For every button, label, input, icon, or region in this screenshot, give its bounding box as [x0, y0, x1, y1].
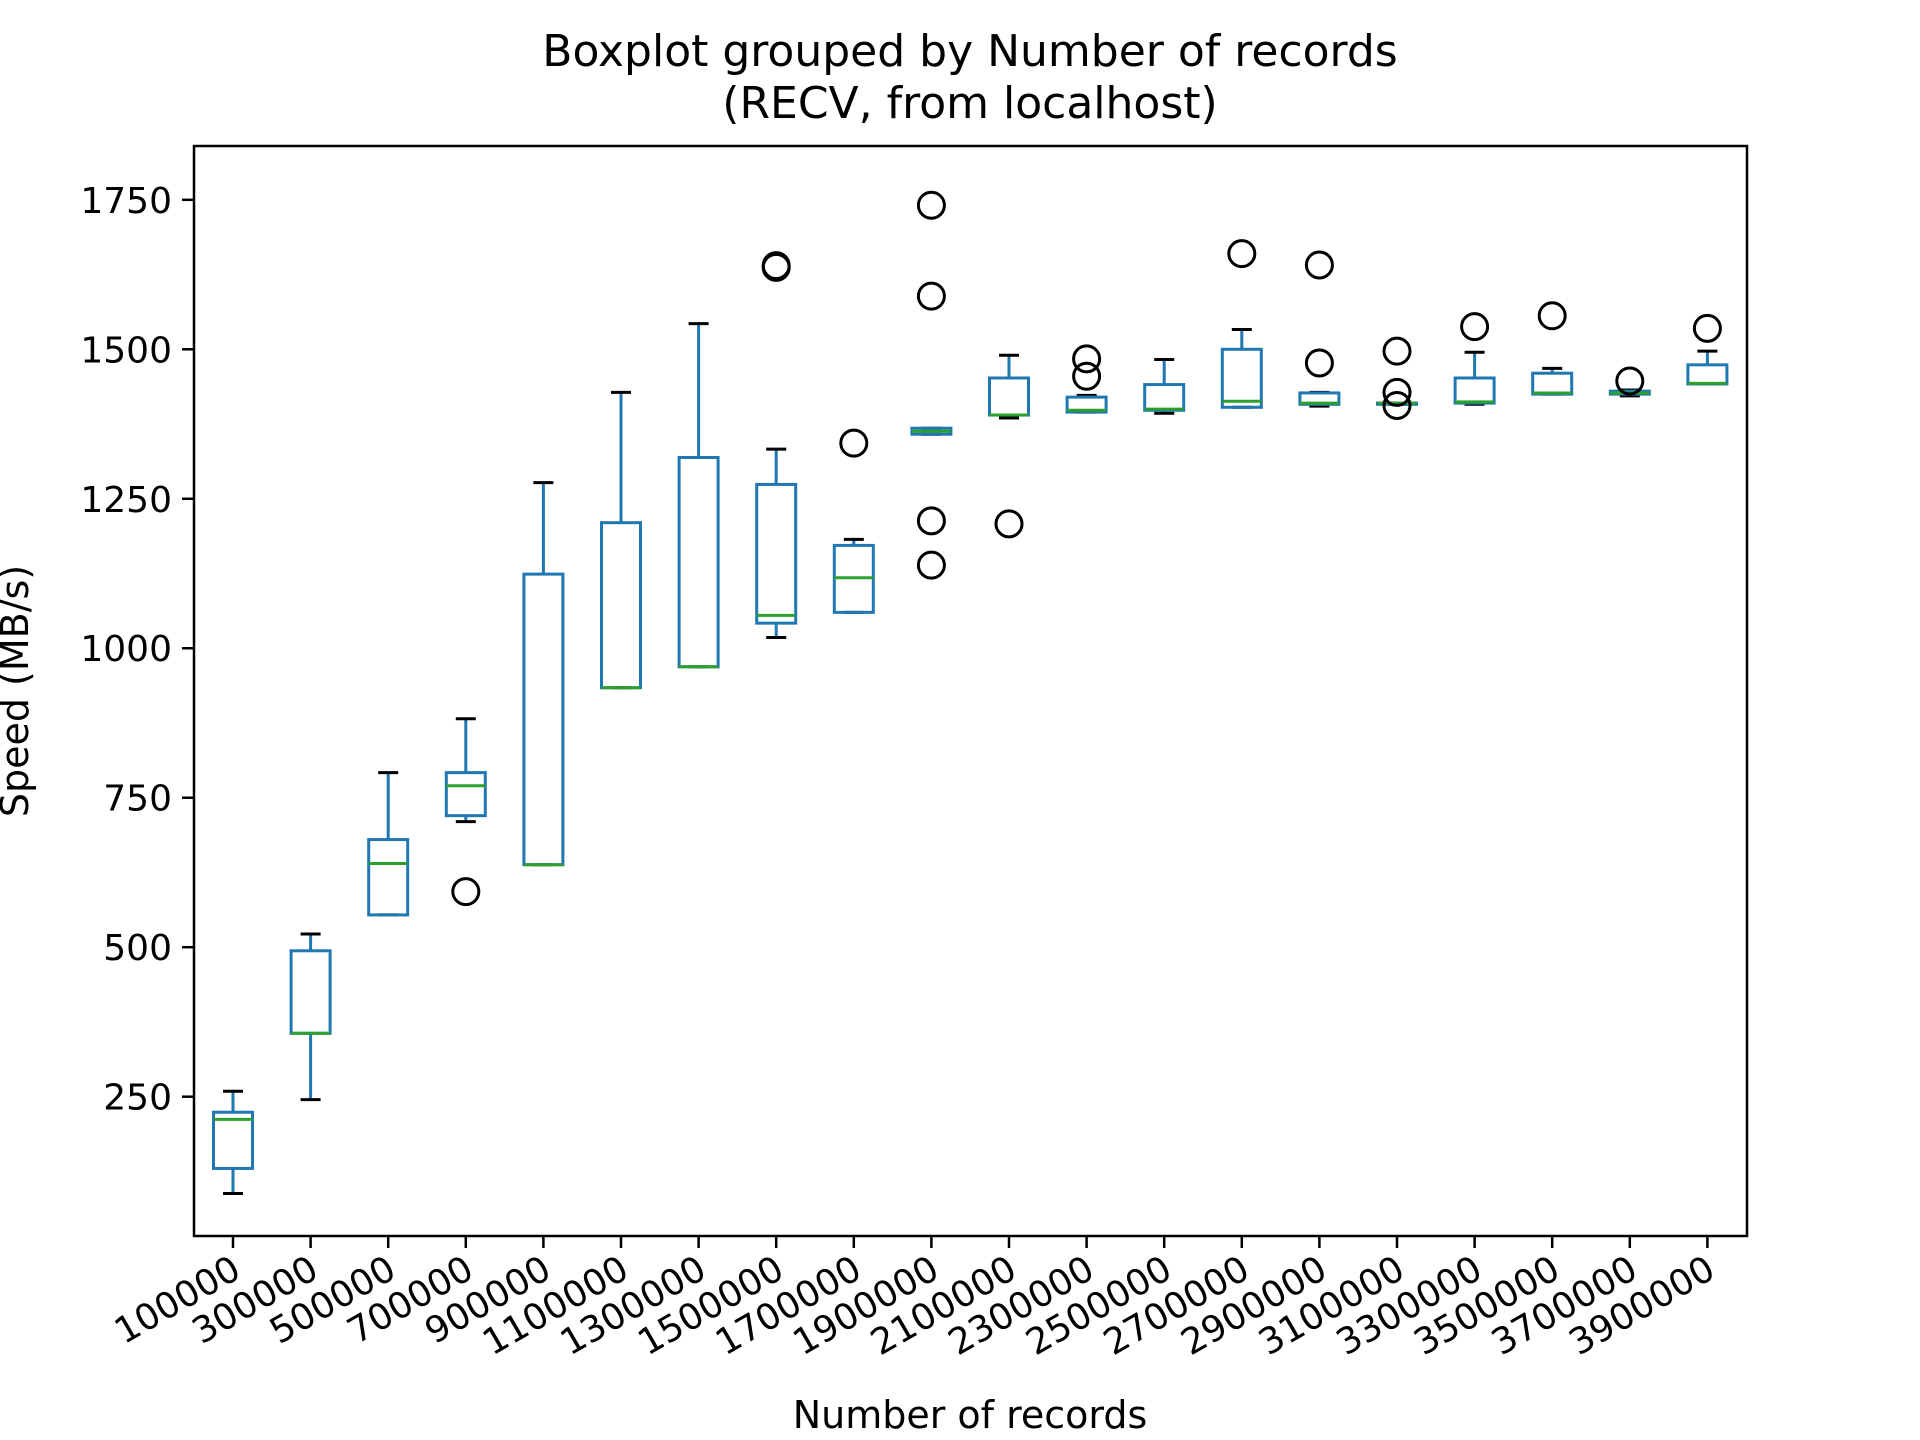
y-tick-label: 1000 — [80, 629, 172, 670]
flier-point — [916, 281, 946, 311]
box — [212, 1110, 254, 1170]
box — [1220, 347, 1263, 409]
flier-point — [1460, 312, 1490, 342]
flier-point — [994, 509, 1024, 539]
flier-point — [916, 550, 946, 580]
box-group — [910, 190, 953, 580]
box — [367, 838, 410, 917]
box — [444, 771, 487, 818]
box-group — [1220, 239, 1263, 409]
box — [522, 572, 565, 867]
flier-point — [1304, 250, 1334, 280]
box-group — [1065, 344, 1108, 414]
box-group — [1143, 357, 1186, 415]
box-group — [1298, 250, 1341, 408]
box — [755, 482, 798, 625]
box-group — [1453, 312, 1496, 406]
flier-point — [451, 877, 481, 907]
flier-point — [916, 190, 946, 220]
flier-point — [1382, 377, 1412, 407]
box-group — [600, 390, 642, 690]
box — [1065, 395, 1108, 414]
x-axis: 1000003000005000007000009000001100000130… — [108, 1236, 1722, 1364]
flier-point — [916, 506, 946, 536]
box-group — [755, 251, 798, 639]
y-axis: 250 500 750 1000 1250 1500 1750 — [80, 181, 194, 1119]
y-tick-label: 750 — [103, 779, 172, 820]
flier-point — [1382, 390, 1412, 420]
box-group — [522, 481, 565, 867]
x-axis-label: Number of records — [793, 1393, 1148, 1437]
box-group — [212, 1089, 254, 1196]
box — [677, 456, 720, 669]
flier-point — [1304, 348, 1334, 378]
y-tick-label: 1500 — [80, 330, 172, 371]
flier-point — [1072, 361, 1102, 391]
flier-point — [761, 251, 791, 281]
box — [289, 949, 332, 1035]
boxes-group — [212, 190, 1729, 1196]
box — [988, 376, 1030, 417]
box-group — [1376, 336, 1418, 420]
box — [1453, 376, 1496, 405]
box-group — [367, 771, 410, 917]
box — [1531, 371, 1574, 396]
flier-point — [1227, 239, 1257, 269]
box-group — [988, 353, 1030, 539]
y-tick-label: 1250 — [80, 480, 172, 521]
y-tick-label: 1750 — [80, 181, 172, 222]
y-tick-label: 500 — [103, 928, 172, 969]
box — [1143, 383, 1186, 412]
box-group — [289, 932, 332, 1102]
box-group — [832, 428, 875, 614]
box-group — [1531, 301, 1574, 396]
box-group — [677, 322, 720, 669]
box-group — [444, 717, 487, 907]
flier-point — [1537, 301, 1567, 331]
chart-title: Boxplot grouped by Number of records — [542, 26, 1397, 77]
box — [600, 521, 642, 690]
box — [1686, 363, 1729, 386]
y-tick-label: 250 — [103, 1078, 172, 1119]
flier-point — [1692, 313, 1722, 343]
y-axis-label: Speed (MB/s) — [0, 565, 37, 817]
box-group — [1608, 366, 1651, 398]
flier-point — [839, 428, 869, 458]
flier-point — [1072, 344, 1102, 374]
box-group — [1686, 313, 1729, 386]
chart-subtitle: (RECV, from localhost) — [722, 78, 1217, 129]
flier-point — [1382, 336, 1412, 366]
flier-point — [1615, 366, 1645, 396]
plot-frame — [192, 144, 1749, 1238]
